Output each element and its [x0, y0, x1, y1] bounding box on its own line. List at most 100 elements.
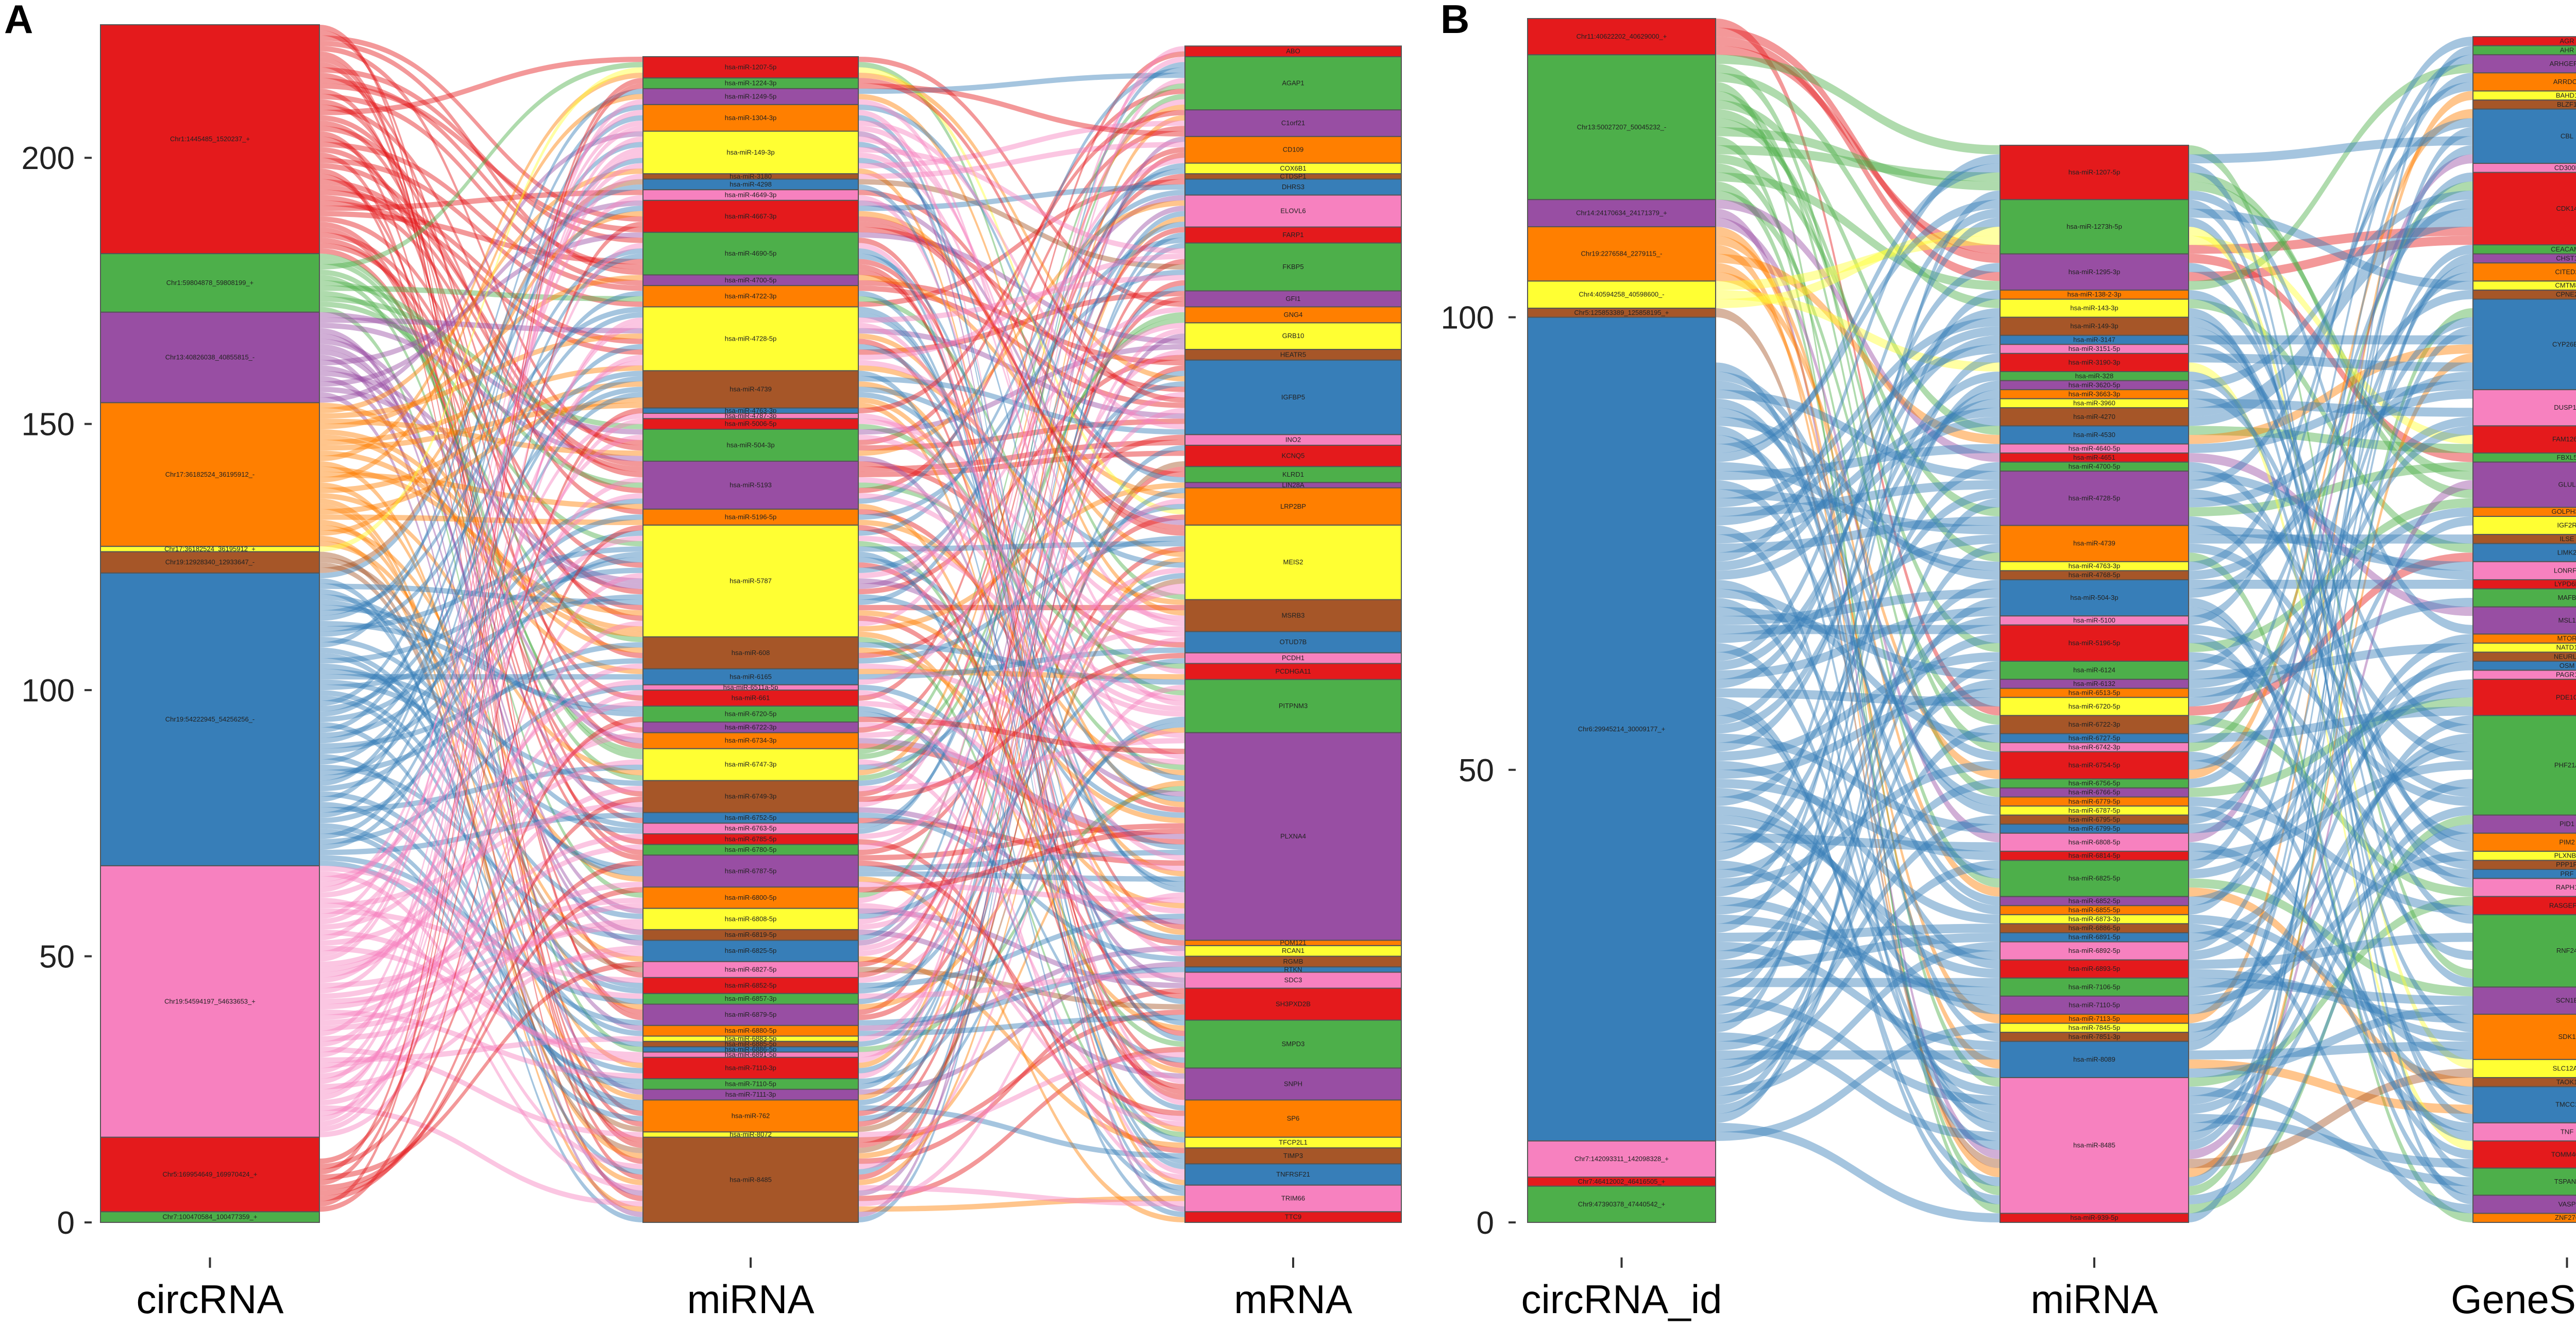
pa-stratum-label: LRP2BP: [1280, 502, 1306, 510]
pb-flow-mirna-to-genesymbol: [2189, 136, 2473, 164]
pa-flow-circrna-to-mirna: [319, 344, 643, 840]
pa-flow-mirna-to-mrna: [858, 413, 1185, 861]
pa-stratum-label: TIMP3: [1283, 1152, 1303, 1160]
pa-flow-mirna-to-mrna: [858, 280, 1185, 1116]
pa-stratum-label: Chr13:40826038_40855815_-: [165, 354, 255, 361]
pa-stratum-mrna: [1184, 226, 1402, 244]
pa-stratum-mrna: [1184, 679, 1402, 733]
pa-flow-circrna-to-mirna: [319, 620, 643, 1079]
pb-stratum-label: hsa-miR-6825-5p: [2069, 875, 2120, 882]
pa-flow-mirna-to-mrna: [858, 631, 1185, 1031]
pa-flow-mirna-to-mrna: [858, 131, 1185, 1212]
pa-stratum-label: KLRD1: [1282, 471, 1304, 478]
pa-flow-mirna-to-mrna: [858, 663, 1185, 765]
pa-flow-circrna-to-mirna: [319, 402, 643, 653]
pa-stratum-label: Chr17:36182524_36195912_+: [164, 545, 256, 552]
pa-stratum-label: MSRB3: [1282, 612, 1305, 619]
pb-stratum-label: hsa-miR-5100: [2073, 616, 2115, 624]
pa-flow-circrna-to-mirna: [319, 908, 643, 983]
pb-stratum-label: hsa-miR-3147: [2073, 336, 2115, 344]
pa-flow-circrna-to-mirna: [319, 131, 643, 1127]
pa-stratum-circrna: [100, 1211, 320, 1223]
pa-flow-circrna-to-mirna: [319, 764, 643, 813]
pa-flow-circrna-to-mirna: [319, 365, 643, 813]
pa-flow-mirna-to-mrna: [858, 259, 1185, 930]
pa-flow-circrna-to-mirna: [319, 371, 643, 637]
pa-flow-mirna-to-mrna: [858, 488, 1185, 1047]
pa-flow-mirna-to-mrna: [858, 541, 1185, 552]
pb-flow-mirna-to-genesymbol: [2189, 851, 2473, 1005]
pb-flow-circrna-id-to-mirna: [1716, 643, 2000, 1123]
pb-flow-mirna-to-genesymbol: [2189, 688, 2473, 833]
pa-flow-circrna-to-mirna: [319, 732, 643, 967]
pa-flow-mirna-to-mrna: [858, 365, 1185, 1127]
pb-stratum-genesymbol: [2472, 516, 2576, 535]
pa-stratum-mirna: [642, 231, 859, 276]
pa-flow-circrna-to-mirna: [319, 333, 643, 946]
pb-flow-circrna-id-to-mirna: [1716, 761, 2000, 888]
pa-flow-mirna-to-mrna: [858, 200, 1185, 525]
pa-y-tick-label: 50: [39, 939, 75, 975]
pa-flow-circrna-to-mirna: [319, 147, 643, 659]
pa-stratum-label: Chr17:36182524_36195912_-: [165, 471, 255, 478]
pb-stratum-label: RASGEF1B: [2549, 901, 2576, 909]
pa-flow-mirna-to-mrna: [858, 168, 1185, 1185]
pa-stratum-label: RCAN1: [1282, 947, 1304, 954]
pa-flow-mirna-to-mrna: [858, 589, 1185, 930]
pb-flow-circrna-id-to-mirna: [1716, 661, 2000, 1114]
pb-flow-circrna-id-to-mirna: [1716, 145, 2000, 182]
pa-stratum-label: hsa-miR-4298: [730, 180, 772, 188]
pb-flow-mirna-to-genesymbol: [2189, 761, 2473, 861]
pa-flow-mirna-to-mrna: [858, 280, 1185, 366]
pb-stratum-label: Chr13:50027207_50045232_-: [1577, 123, 1667, 131]
pb-flow-mirna-to-genesymbol: [2189, 552, 2473, 1222]
pa-flow-circrna-to-mirna: [319, 371, 643, 584]
pb-stratum-label: RNF24: [2556, 947, 2576, 954]
pb-flow-mirna-to-genesymbol: [2189, 380, 2473, 454]
pa-flow-mirna-to-mrna: [858, 317, 1185, 760]
pb-flow-mirna-to-genesymbol: [2189, 661, 2473, 879]
pa-flow-mirna-to-mrna: [858, 216, 1185, 536]
pb-flow-mirna-to-genesymbol: [2189, 55, 2473, 734]
pa-flow-circrna-to-mirna: [319, 323, 643, 1095]
pa-flow-mirna-to-mrna: [858, 967, 1185, 1010]
pb-flow-mirna-to-genesymbol: [2189, 217, 2473, 1204]
pb-flow-circrna-id-to-mirna: [1716, 81, 2000, 1214]
pb-stratum-genesymbol: [2472, 1213, 2576, 1223]
pb-flow-mirna-to-genesymbol: [2189, 507, 2473, 689]
pb-flow-circrna-id-to-mirna: [1716, 181, 2000, 1087]
pa-flow-circrna-to-mirna: [319, 195, 643, 893]
pb-stratum-genesymbol: [2472, 715, 2576, 816]
pa-flow-circrna-to-mirna: [319, 418, 643, 456]
pa-flow-mirna-to-mrna: [858, 56, 1185, 307]
pb-flow-circrna-id-to-mirna: [1716, 679, 2000, 978]
pa-flow-mirna-to-mrna: [858, 62, 1185, 600]
pa-flow-mirna-to-mrna: [858, 307, 1185, 1026]
pb-stratum-mirna: [1999, 316, 2189, 336]
pa-flow-circrna-to-mirna: [319, 897, 643, 988]
pa-stratum-mirna: [642, 428, 859, 462]
pa-stratum-label: hsa-miR-6720-5p: [725, 710, 776, 718]
pb-flow-circrna-id-to-mirna: [1716, 335, 2000, 670]
pb-stratum-label: hsa-miR-6513-5p: [2069, 689, 2120, 697]
pa-flow-mirna-to-mrna: [858, 312, 1185, 1004]
pa-flow-circrna-to-mirna: [319, 168, 643, 1201]
pa-flow-circrna-to-mirna: [319, 855, 643, 1004]
pb-flow-circrna-id-to-mirna: [1716, 489, 2000, 807]
pa-flow-circrna-to-mirna: [319, 216, 643, 568]
pa-flow-circrna-to-mirna: [319, 519, 643, 1100]
pa-flow-mirna-to-mrna: [858, 706, 1185, 1191]
pa-flow-circrna-to-mirna: [319, 429, 643, 632]
pb-flow-circrna-id-to-mirna: [1716, 344, 2000, 526]
pa-flow-circrna-to-mirna: [319, 791, 643, 1026]
pb-flow-circrna-id-to-mirna: [1716, 860, 2000, 1078]
pb-flow-circrna-id-to-mirna: [1716, 308, 2000, 689]
pa-flow-circrna-to-mirna: [319, 392, 643, 850]
pb-flow-mirna-to-genesymbol: [2189, 299, 2473, 553]
pb-stratum-label: hsa-miR-6124: [2073, 666, 2115, 674]
pb-stratum-label: hsa-miR-6893-5p: [2069, 965, 2120, 972]
pa-stratum-label: PLXNA4: [1280, 832, 1306, 840]
pb-flow-mirna-to-genesymbol: [2189, 317, 2473, 924]
panel-a: A Chr1:1445485_1520237_+ Chr1:59804878_59…: [4, 0, 1402, 1322]
